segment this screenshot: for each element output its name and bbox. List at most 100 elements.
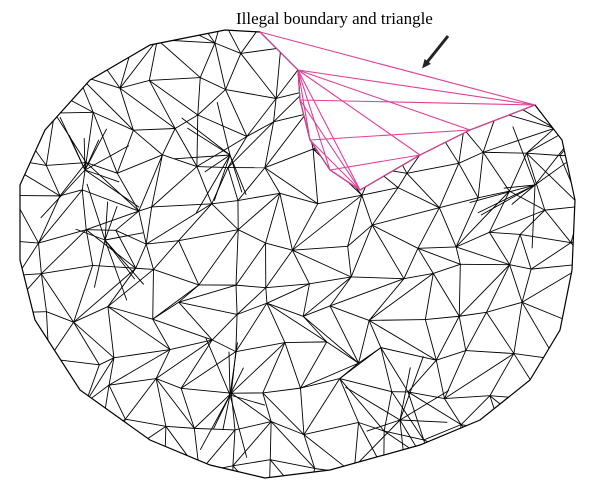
edge [266,193,280,243]
edge [10,347,49,359]
edge [230,155,242,192]
edge [110,464,164,468]
edge [347,54,349,79]
edge [400,356,423,420]
edge [298,70,420,155]
edge [0,0,50,19]
edge [11,241,18,275]
edge [63,0,84,38]
edge [467,13,489,21]
edge [501,431,503,465]
edge [450,52,459,82]
edge [407,130,438,174]
edge [233,460,270,466]
edge [120,80,149,88]
edge [456,232,489,247]
edge [280,193,293,250]
edge [0,36,23,84]
edge [351,225,372,277]
edge [276,51,313,99]
edge [336,1,390,2]
edge [212,314,237,339]
edge [149,40,157,81]
edge [510,234,520,264]
edge [181,388,194,428]
edge [592,117,603,124]
edge [117,130,133,173]
edge [300,100,535,105]
edge [592,343,598,393]
edge [8,454,11,497]
edge [292,204,317,251]
edge [563,264,587,319]
edge [595,38,603,85]
edge [39,359,49,395]
edge [418,208,439,249]
edge [571,229,603,243]
edge [153,319,170,349]
edge [433,273,459,316]
edge [205,155,230,172]
edge [61,58,78,75]
edge [340,379,392,392]
edge [347,49,382,79]
edge [309,277,351,284]
edge [520,234,531,269]
edge [285,342,327,343]
edge [369,320,436,360]
edge [460,21,468,52]
edge [518,44,548,47]
edge [576,343,592,383]
edge [592,343,603,356]
edge [139,211,146,244]
edge [531,429,537,463]
edge [156,379,166,427]
edge [0,79,31,84]
edge [532,2,580,6]
edge [369,320,425,321]
edge [384,470,390,498]
edge [0,157,13,196]
edge [382,49,418,50]
edge [304,435,315,469]
edge [101,437,111,463]
edge [459,265,509,317]
edge [10,347,39,394]
edge [78,38,84,75]
edge [384,431,430,462]
edge [518,44,523,85]
edge [523,85,555,129]
edge [120,88,175,128]
edge [351,277,404,279]
edge [228,122,274,168]
edge [165,468,176,498]
edge [333,123,380,158]
edge [424,440,457,455]
edge [390,494,417,498]
edge [191,472,199,498]
edge [274,98,276,121]
edge [501,429,531,430]
edge [390,462,431,498]
triangle-mesh [0,0,603,498]
edge [400,420,426,463]
edge [6,274,41,313]
edge [125,379,156,420]
edge [39,394,86,402]
edge [50,0,61,58]
edge [199,230,238,285]
edge [459,264,460,316]
edge [310,130,470,140]
edge [375,49,382,84]
edge [369,320,381,347]
edge [153,269,198,285]
edge [460,13,489,52]
edge [545,210,571,243]
edge [486,265,509,313]
edge [465,492,495,498]
edge [212,204,238,230]
edge [35,463,45,498]
edge [200,43,215,78]
edge [70,459,77,498]
edge [522,302,563,319]
